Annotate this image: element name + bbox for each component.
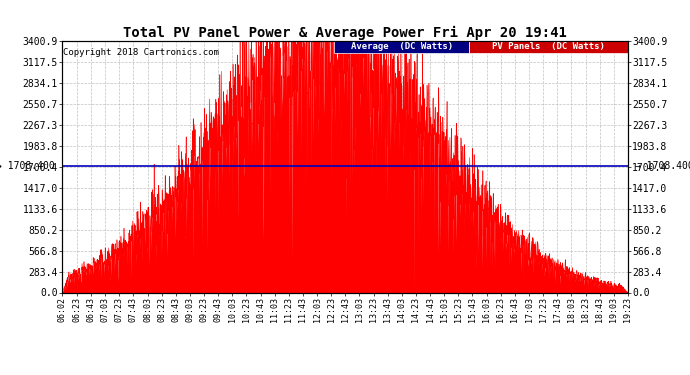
FancyBboxPatch shape [334, 41, 469, 53]
Text: Average  (DC Watts): Average (DC Watts) [351, 42, 453, 51]
Title: Total PV Panel Power & Average Power Fri Apr 20 19:41: Total PV Panel Power & Average Power Fri… [123, 26, 567, 40]
Text: PV Panels  (DC Watts): PV Panels (DC Watts) [492, 42, 605, 51]
FancyBboxPatch shape [469, 41, 628, 53]
Text: → 1708.400: → 1708.400 [635, 161, 690, 171]
Text: Copyright 2018 Cartronics.com: Copyright 2018 Cartronics.com [63, 48, 219, 57]
Text: → 1708.400: → 1708.400 [0, 161, 55, 171]
